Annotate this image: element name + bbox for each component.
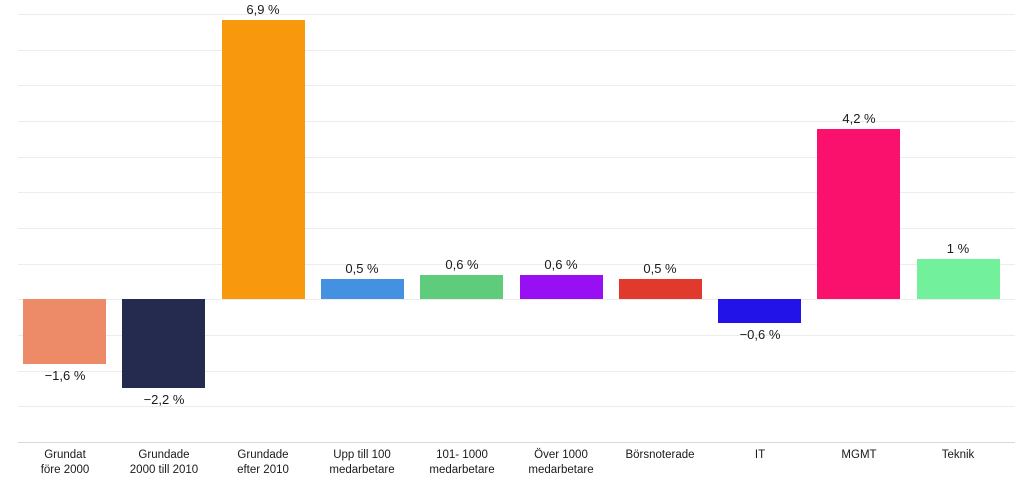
- gridline: [18, 228, 1015, 229]
- value-label: 1 %: [946, 241, 970, 256]
- category-label: Upp till 100 medarbetare: [329, 449, 395, 476]
- gridline: [18, 121, 1015, 122]
- bar-4[interactable]: [321, 279, 404, 299]
- gridline: [18, 14, 1015, 15]
- gridline: [18, 299, 1015, 300]
- gridline: [18, 264, 1015, 265]
- category-label: 101- 1000 medarbetare: [429, 449, 495, 476]
- gridline: [18, 335, 1015, 336]
- gridline: [18, 192, 1015, 193]
- value-label: 0,6 %: [445, 257, 479, 272]
- value-label: 0,6 %: [544, 257, 578, 272]
- category-label: Grundade efter 2010: [237, 449, 289, 476]
- value-label: −2,2 %: [143, 392, 185, 407]
- category-label: MGMT: [841, 449, 877, 461]
- value-label: 0,5 %: [345, 261, 379, 276]
- gridline: [18, 85, 1015, 86]
- bar-9[interactable]: [817, 129, 900, 299]
- bar-2[interactable]: [122, 299, 205, 388]
- gridline: [18, 50, 1015, 51]
- category-label: Grundat före 2000: [40, 449, 90, 476]
- value-label: −1,6 %: [44, 368, 86, 383]
- bar-1[interactable]: [23, 299, 106, 364]
- value-label: 4,2 %: [842, 111, 876, 126]
- category-label: Teknik: [941, 449, 975, 461]
- category-label: IT: [754, 449, 766, 461]
- category-label: Börsnoterade: [625, 449, 695, 461]
- bar-8[interactable]: [718, 299, 801, 323]
- bar-7[interactable]: [619, 279, 702, 299]
- value-label: −0,6 %: [739, 327, 781, 342]
- gridline: [18, 157, 1015, 158]
- x-axis-line: [18, 442, 1015, 443]
- bar-10[interactable]: [917, 259, 1000, 299]
- gridline: [18, 371, 1015, 372]
- bar-5[interactable]: [420, 275, 503, 299]
- gridline: [18, 406, 1015, 407]
- bar-6[interactable]: [520, 275, 603, 299]
- value-label: 0,5 %: [643, 261, 677, 276]
- bar-3[interactable]: [222, 20, 305, 299]
- value-label: 6,9 %: [246, 2, 280, 17]
- category-label: Över 1000 medarbetare: [528, 449, 594, 476]
- category-label: Grundade 2000 till 2010: [129, 449, 199, 476]
